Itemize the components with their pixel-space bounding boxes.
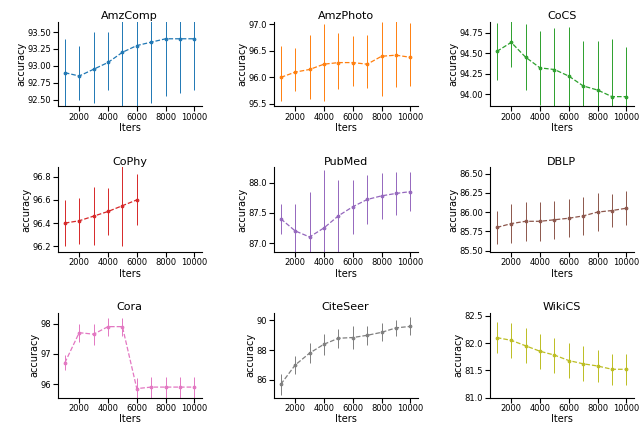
- X-axis label: Iters: Iters: [550, 269, 573, 279]
- X-axis label: Iters: Iters: [335, 269, 356, 279]
- Y-axis label: accuracy: accuracy: [21, 188, 31, 232]
- X-axis label: Iters: Iters: [550, 414, 573, 424]
- X-axis label: Iters: Iters: [118, 269, 141, 279]
- Y-axis label: accuracy: accuracy: [454, 333, 463, 378]
- Y-axis label: accuracy: accuracy: [448, 188, 458, 232]
- Title: Cora: Cora: [116, 302, 143, 312]
- Y-axis label: accuracy: accuracy: [245, 333, 255, 378]
- X-axis label: Iters: Iters: [118, 414, 141, 424]
- X-axis label: Iters: Iters: [335, 414, 356, 424]
- Title: CiteSeer: CiteSeer: [322, 302, 369, 312]
- Title: WikiCS: WikiCS: [543, 302, 580, 312]
- Title: CoCS: CoCS: [547, 11, 576, 21]
- X-axis label: Iters: Iters: [335, 123, 356, 133]
- Title: CoPhy: CoPhy: [112, 156, 147, 166]
- Y-axis label: accuracy: accuracy: [29, 333, 39, 378]
- Title: AmzComp: AmzComp: [101, 11, 158, 21]
- Title: DBLP: DBLP: [547, 156, 576, 166]
- Y-axis label: accuracy: accuracy: [16, 42, 26, 86]
- Y-axis label: accuracy: accuracy: [237, 42, 248, 86]
- Title: PubMed: PubMed: [323, 156, 368, 166]
- Y-axis label: accuracy: accuracy: [448, 42, 458, 86]
- Y-axis label: accuracy: accuracy: [237, 188, 247, 232]
- Title: AmzPhoto: AmzPhoto: [317, 11, 374, 21]
- X-axis label: Iters: Iters: [550, 123, 573, 133]
- X-axis label: Iters: Iters: [118, 123, 141, 133]
